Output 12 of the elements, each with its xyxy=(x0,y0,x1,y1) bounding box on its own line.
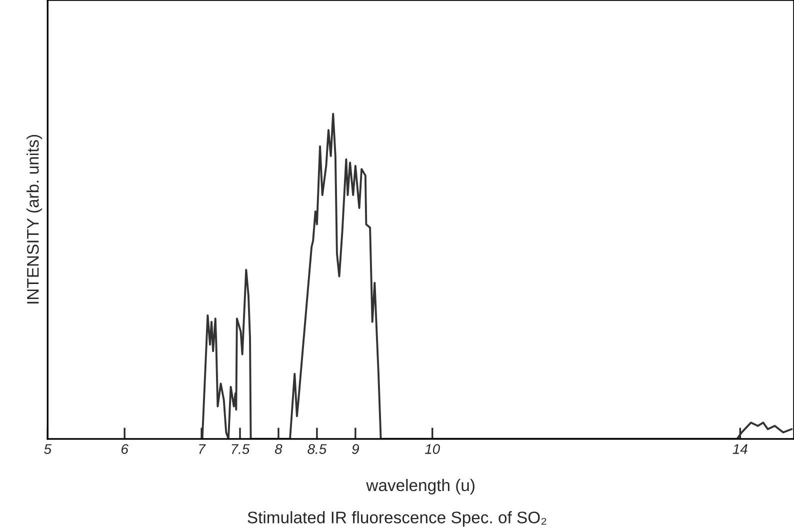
x-tick-label: 7.5 xyxy=(232,444,250,454)
x-tick-label: 14 xyxy=(732,444,748,454)
x-tick-label: 8 xyxy=(274,444,282,454)
text: Stimulated IR fluorescence Spec. of SO₂ xyxy=(248,511,546,527)
x-tick-label: 9 xyxy=(352,444,359,454)
x-tick-label: 7 xyxy=(199,444,206,454)
y-axis-title: INTENSITY (arb. units) xyxy=(26,134,42,304)
x-axis-title: wavelength (u) xyxy=(366,478,474,494)
x-tick-label: 5 xyxy=(44,444,52,454)
x-tick-label: 8.5 xyxy=(308,444,327,454)
x-tick-label: 6 xyxy=(122,444,128,454)
x-tick-label: 10 xyxy=(425,444,440,454)
